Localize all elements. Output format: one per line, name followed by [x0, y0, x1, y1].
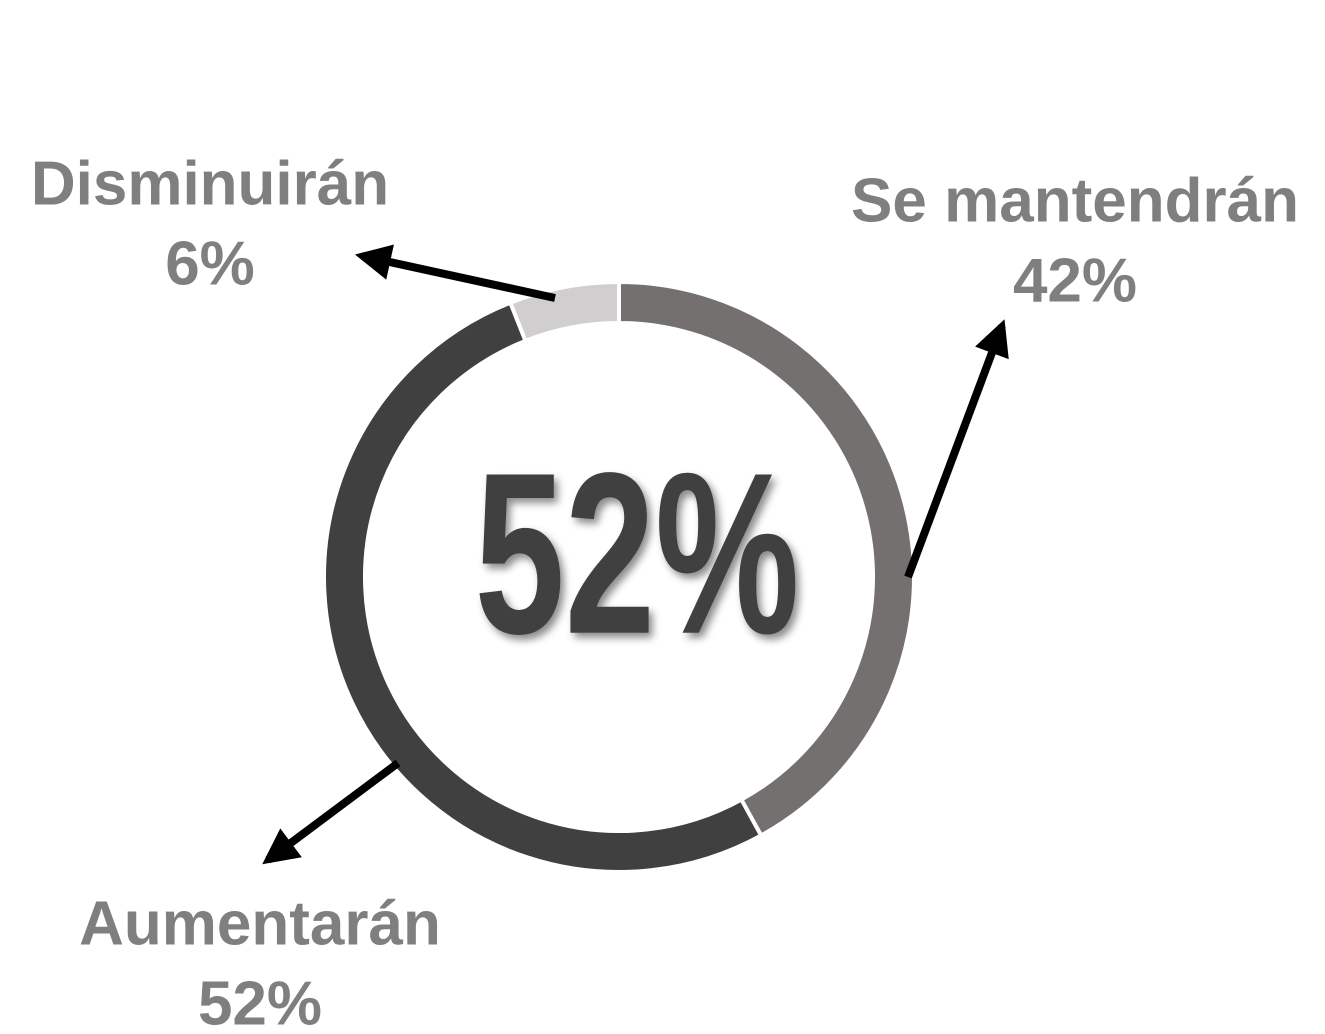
category-label: Aumentarán	[79, 889, 441, 958]
category-label: Se mantendrán	[851, 166, 1299, 235]
donut-segment	[322, 300, 764, 874]
center-label: 52%	[475, 425, 800, 682]
arrow	[354, 244, 556, 302]
value-label: 42%	[1013, 246, 1137, 315]
value-label: 52%	[198, 969, 322, 1034]
arrow	[262, 759, 401, 865]
category-label: Disminuirán	[31, 149, 389, 218]
value-label: 6%	[165, 229, 255, 298]
arrow	[904, 319, 1009, 579]
